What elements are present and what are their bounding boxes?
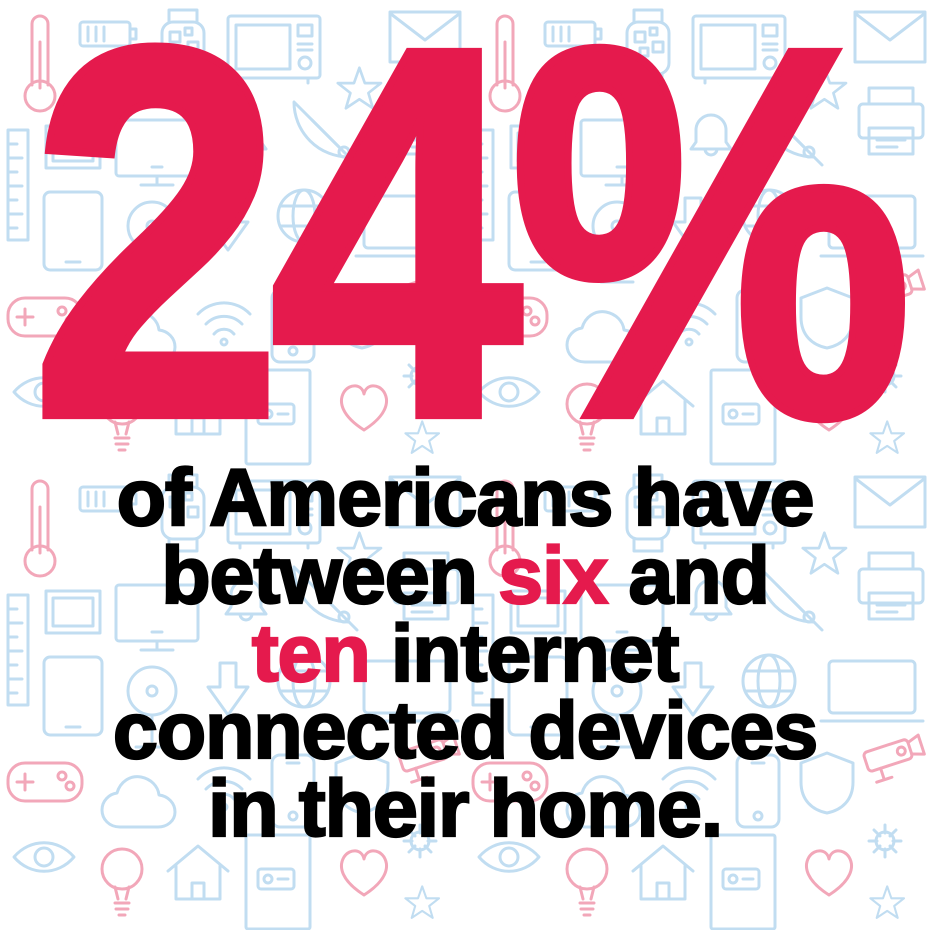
statement-line-5: in their home. — [113, 767, 817, 850]
statement-line-3: ten internet — [113, 612, 817, 695]
headline: 24% — [0, 0, 930, 500]
statement-text: between — [160, 530, 499, 621]
highlight-six: six — [497, 530, 609, 621]
highlight-ten: ten — [251, 608, 372, 699]
statement-text: and — [607, 530, 771, 621]
statement-text: in their home. — [207, 764, 724, 854]
statement-line-2: between six and — [113, 534, 817, 617]
statement-text: internet — [369, 608, 681, 699]
statement-line-4: connected devices — [112, 690, 820, 773]
statement-text: of Americans have — [116, 453, 816, 543]
statement: of Americans have between six and ten in… — [112, 456, 820, 850]
statement-text: connected devices — [112, 686, 820, 777]
headline-percentage: 24% — [27, 0, 917, 528]
statement-line-1: of Americans have — [113, 456, 817, 539]
